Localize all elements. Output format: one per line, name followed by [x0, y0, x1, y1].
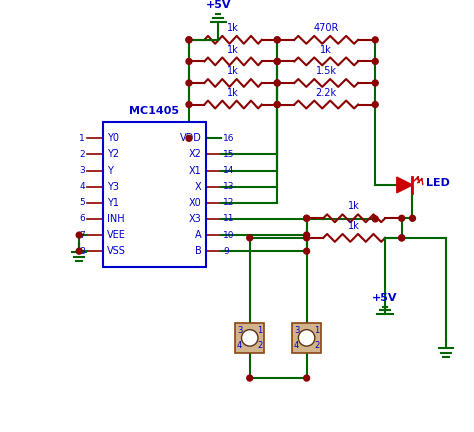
Text: 1k: 1k	[227, 66, 239, 76]
Text: Y: Y	[107, 165, 112, 175]
Text: 1k: 1k	[320, 44, 332, 54]
Text: 1: 1	[79, 134, 85, 143]
Text: 470R: 470R	[313, 23, 339, 33]
Text: X3: X3	[189, 214, 202, 224]
Text: 3: 3	[294, 326, 299, 335]
Circle shape	[304, 375, 310, 381]
Text: 14: 14	[223, 166, 235, 175]
Text: 11: 11	[223, 214, 235, 223]
Circle shape	[304, 215, 310, 221]
Circle shape	[304, 248, 310, 254]
Text: VDD: VDD	[180, 133, 202, 143]
Circle shape	[76, 248, 82, 254]
Text: 9: 9	[223, 247, 229, 256]
Text: 5: 5	[79, 198, 85, 207]
Circle shape	[274, 58, 280, 64]
Circle shape	[247, 375, 253, 381]
Circle shape	[186, 135, 192, 141]
Circle shape	[274, 80, 280, 86]
Text: 3: 3	[237, 326, 242, 335]
Text: Y2: Y2	[107, 149, 118, 159]
Circle shape	[247, 235, 253, 241]
Text: 2: 2	[80, 150, 85, 159]
Text: 8: 8	[79, 247, 85, 256]
Circle shape	[372, 102, 378, 108]
Text: X1: X1	[189, 165, 202, 175]
Text: MC1405: MC1405	[129, 106, 179, 116]
Text: 1: 1	[257, 326, 263, 335]
Circle shape	[399, 235, 405, 241]
Text: Y1: Y1	[107, 198, 118, 208]
Circle shape	[304, 215, 310, 221]
Text: 2: 2	[257, 341, 263, 350]
Text: 1k: 1k	[227, 88, 239, 98]
Text: +5V: +5V	[372, 292, 398, 302]
Text: X: X	[195, 182, 202, 192]
Text: 13: 13	[223, 182, 235, 191]
Text: 7: 7	[79, 231, 85, 240]
Circle shape	[399, 235, 405, 241]
Text: 1k: 1k	[227, 44, 239, 54]
Text: Y3: Y3	[107, 182, 118, 192]
Circle shape	[186, 58, 192, 64]
Text: B: B	[195, 246, 202, 256]
Text: 4: 4	[80, 182, 85, 191]
Circle shape	[399, 215, 405, 221]
Circle shape	[274, 58, 280, 64]
Text: 1.5k: 1.5k	[316, 66, 337, 76]
Text: 6: 6	[79, 214, 85, 223]
Text: X0: X0	[189, 198, 202, 208]
Text: 2.2k: 2.2k	[316, 88, 337, 98]
Text: X2: X2	[189, 149, 202, 159]
Text: LED: LED	[426, 178, 450, 188]
Circle shape	[186, 37, 192, 43]
Circle shape	[298, 330, 315, 346]
Text: +5V: +5V	[206, 0, 231, 10]
Text: VSS: VSS	[107, 246, 126, 256]
Bar	[292, 323, 321, 353]
Text: 2: 2	[314, 341, 319, 350]
Circle shape	[274, 102, 280, 108]
Circle shape	[410, 215, 415, 221]
Text: 1k: 1k	[348, 221, 360, 231]
Text: INH: INH	[107, 214, 124, 224]
Circle shape	[304, 235, 310, 241]
Circle shape	[274, 37, 280, 43]
Text: 4: 4	[237, 341, 242, 350]
Circle shape	[304, 232, 310, 238]
Text: 15: 15	[223, 150, 235, 159]
Circle shape	[274, 102, 280, 108]
Circle shape	[372, 37, 378, 43]
Circle shape	[372, 58, 378, 64]
Text: 10: 10	[223, 231, 235, 240]
Text: 4: 4	[294, 341, 299, 350]
Circle shape	[242, 330, 258, 346]
Text: Y0: Y0	[107, 133, 118, 143]
Text: A: A	[195, 230, 202, 240]
Text: VEE: VEE	[107, 230, 126, 240]
Circle shape	[76, 232, 82, 238]
Text: 1: 1	[314, 326, 319, 335]
Circle shape	[274, 37, 280, 43]
Circle shape	[186, 102, 192, 108]
Text: 1k: 1k	[227, 23, 239, 33]
Circle shape	[186, 80, 192, 86]
Circle shape	[274, 80, 280, 86]
Circle shape	[372, 80, 378, 86]
Text: 3: 3	[79, 166, 85, 175]
Text: 16: 16	[223, 134, 235, 143]
Polygon shape	[397, 177, 412, 193]
Text: 12: 12	[223, 198, 235, 207]
Bar	[235, 323, 264, 353]
Circle shape	[186, 37, 192, 43]
Bar	[103, 122, 206, 267]
Text: 1k: 1k	[348, 201, 360, 211]
Circle shape	[372, 216, 378, 222]
